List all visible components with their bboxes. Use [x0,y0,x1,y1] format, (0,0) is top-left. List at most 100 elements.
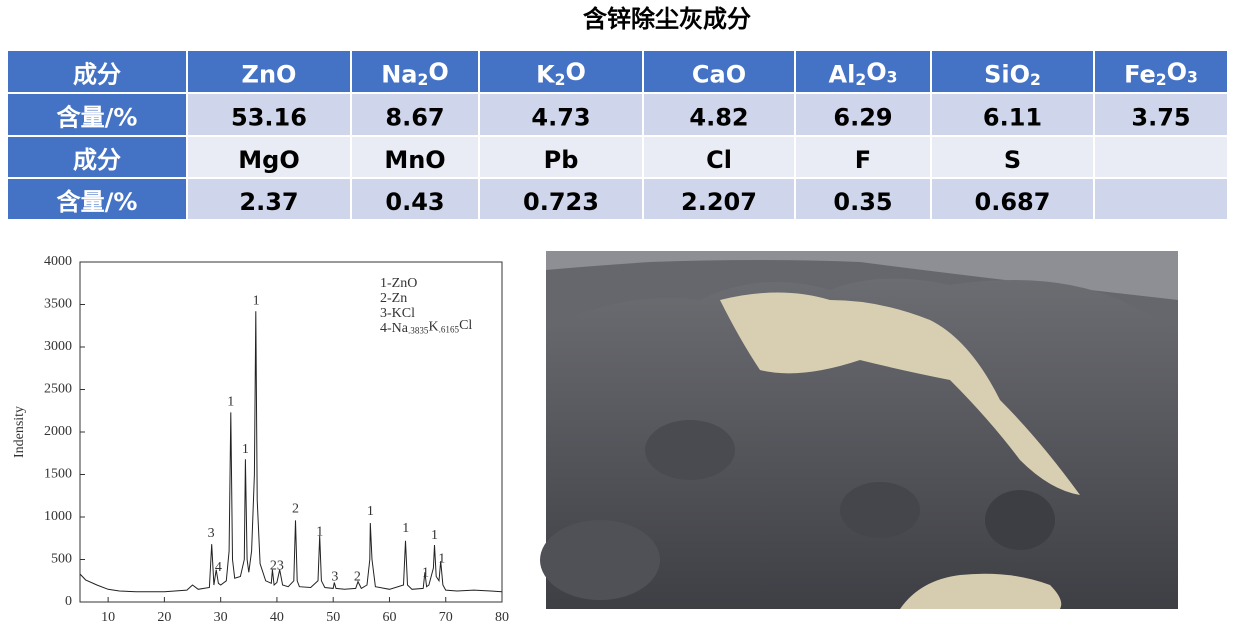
x-tick-label: 70 [439,610,453,625]
y-axis-label: Indensity [12,406,27,458]
cell-text: 53.16 [231,104,307,132]
subscript: 2 [1156,71,1167,89]
subscript: 2 [555,71,566,89]
subscript: 2 [1030,71,1041,89]
subscript: .6165 [439,324,460,334]
legend-entry: 2-Zn [380,291,407,306]
cell-text: ZnO [242,61,297,89]
text-part: Cl [459,318,472,333]
table-cell [6,92,188,137]
cell-text: Cl [706,146,732,174]
y-tick-label: 2500 [44,382,72,397]
x-tick-label: 20 [157,610,171,625]
x-tick-label: 30 [214,610,228,625]
cell-text: 4.82 [689,104,748,132]
table-cell [930,92,1095,137]
table-cell [186,177,352,221]
peak-label: 2 [354,570,361,585]
text-part: Al [829,61,856,89]
xrd-chart: 0 500 1000 1500 2000 2500 3000 3500 4000 10 20 30 40… [12,254,509,625]
cell-text: Pb [544,146,579,174]
x-tick-label: 50 [326,610,340,625]
table-cell [478,135,644,179]
y-tick-label: 0 [65,594,72,609]
cell-text: 6.29 [833,104,892,132]
cell-text: 3.75 [1131,104,1190,132]
subscript: 3 [1187,68,1198,86]
y-tick-label: 2000 [44,424,72,439]
cell-text: 成分 [73,61,121,89]
cell-text: MgO [238,146,299,174]
table-cell [186,49,352,94]
peak-label: 1 [242,442,249,457]
page-title: 含锌除尘灰成分 [583,5,751,33]
y-tick-label: 500 [51,552,72,567]
text-part: SiO [984,61,1030,89]
table-cell [1093,135,1229,179]
peak-label: 1 [438,552,445,567]
subscript: 3 [887,68,898,86]
cell-text: 4.73 [531,104,590,132]
text-part: O [866,58,886,86]
subscript: .3835 [408,326,429,336]
legend-entry: 1-ZnO [380,276,417,291]
peak-label: 1 [422,565,429,580]
peak-label: 1 [402,521,409,536]
y-tick-label: 1500 [44,467,72,482]
x-tick-label: 60 [382,610,396,625]
table-cell [794,92,932,137]
y-tick-label: 1000 [44,509,72,524]
peak-label: 3 [208,526,215,541]
cell-text: 成分 [73,146,121,174]
subscript: 2 [855,71,866,89]
legend-entry: 4-Na.3835K.6165Cl [380,318,472,336]
table-cell [642,177,796,221]
table-cell [6,177,188,221]
peak-label: 4 [215,560,222,575]
text-part: O [566,58,586,86]
cell-text: 2.207 [681,188,757,216]
text-part: O [428,58,448,86]
x-tick-label: 10 [101,610,115,625]
subscript: 2 [418,71,429,89]
table-cell [930,177,1095,221]
cell-text: F [855,146,871,174]
table-cell [6,49,188,94]
text-part: K [428,320,438,335]
x-tick-label: 80 [495,610,509,625]
table-cell [1093,92,1229,137]
cell-text: Na2O [381,58,449,89]
y-tick-label: 3000 [44,339,72,354]
cell-text: 6.11 [983,104,1042,132]
dust-photo [540,251,1178,609]
cell-text: Fe2O3 [1124,58,1198,89]
cell-text: 0.43 [385,188,444,216]
legend-entry: 3-KCl [380,306,415,321]
peak-label: 1 [431,528,438,543]
text-part: O [1167,58,1187,86]
text-part: K [536,61,556,89]
cell-text: Al2O3 [829,58,898,89]
peak-label: 1 [316,525,323,540]
peak-label: 2 [292,502,299,517]
cell-text: MnO [384,146,445,174]
cell-text: K2O [536,58,586,89]
table-cell [350,135,480,179]
text-part: Na [381,61,417,89]
table-cell [350,92,480,137]
cell-text: 2.37 [239,188,298,216]
text-part: 4-Na [380,321,409,336]
cell-text: 8.67 [385,104,444,132]
peak-label: 1 [367,504,374,519]
peak-label: 1 [253,293,260,308]
cell-text: S [1004,146,1021,174]
peak-label: 1 [227,394,234,409]
peak-label: 3 [331,570,338,585]
table-cell [930,49,1095,94]
cell-text: 0.35 [833,188,892,216]
table-cell [642,92,796,137]
xrd-line [79,311,503,593]
cell-text: 含量/% [57,104,138,132]
